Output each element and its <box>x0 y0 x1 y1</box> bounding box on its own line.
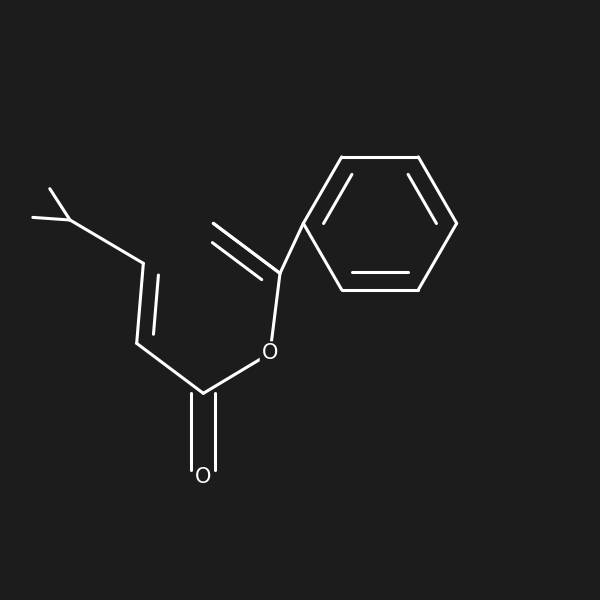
Text: O: O <box>262 343 278 364</box>
Text: O: O <box>195 467 212 487</box>
